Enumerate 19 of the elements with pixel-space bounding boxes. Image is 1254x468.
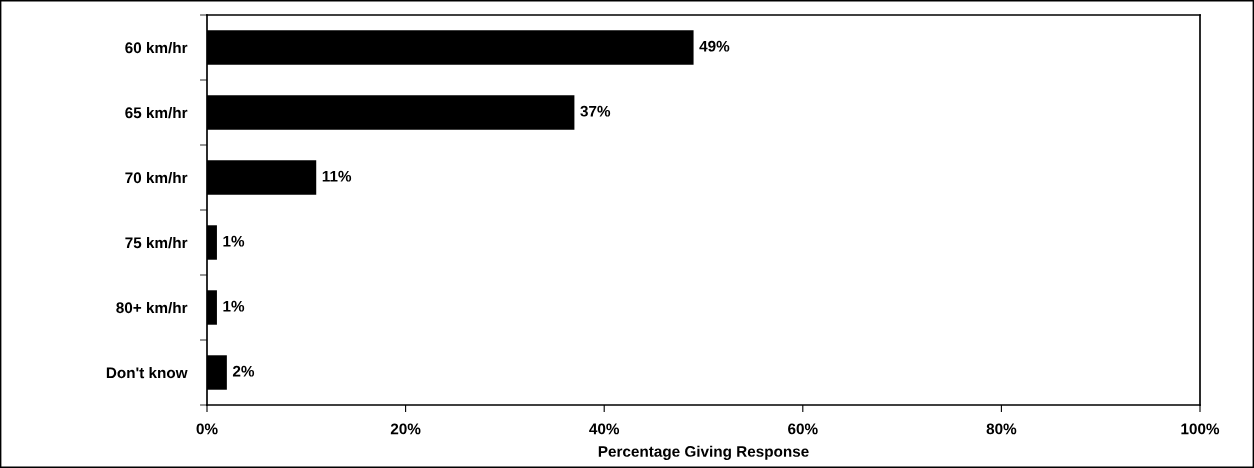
y-tick-label: 70 km/hr (125, 171, 188, 184)
x-tick-label: 100% (1181, 423, 1220, 435)
x-axis-title: Percentage Giving Response (598, 445, 809, 460)
data-label: 49% (699, 40, 730, 52)
x-tick-label: 80% (986, 423, 1017, 435)
x-tick-label: 40% (589, 423, 620, 435)
data-label: 2% (232, 365, 255, 377)
x-tick-label: 60% (788, 423, 818, 435)
data-label: 1% (223, 300, 245, 312)
y-tick-label: 75 km/hr (125, 236, 188, 249)
y-tick-label: 60 km/hr (125, 41, 188, 54)
y-tick-label: 80+ km/hr (116, 301, 188, 314)
x-tick-label: 20% (390, 423, 421, 435)
x-tick-label: 0% (196, 423, 218, 435)
data-label: 11% (322, 170, 352, 182)
data-label: 37% (580, 105, 611, 117)
y-tick-label: 65 km/hr (125, 106, 188, 119)
data-label: 1% (223, 235, 245, 247)
y-tick-label: Don't know (106, 366, 188, 379)
